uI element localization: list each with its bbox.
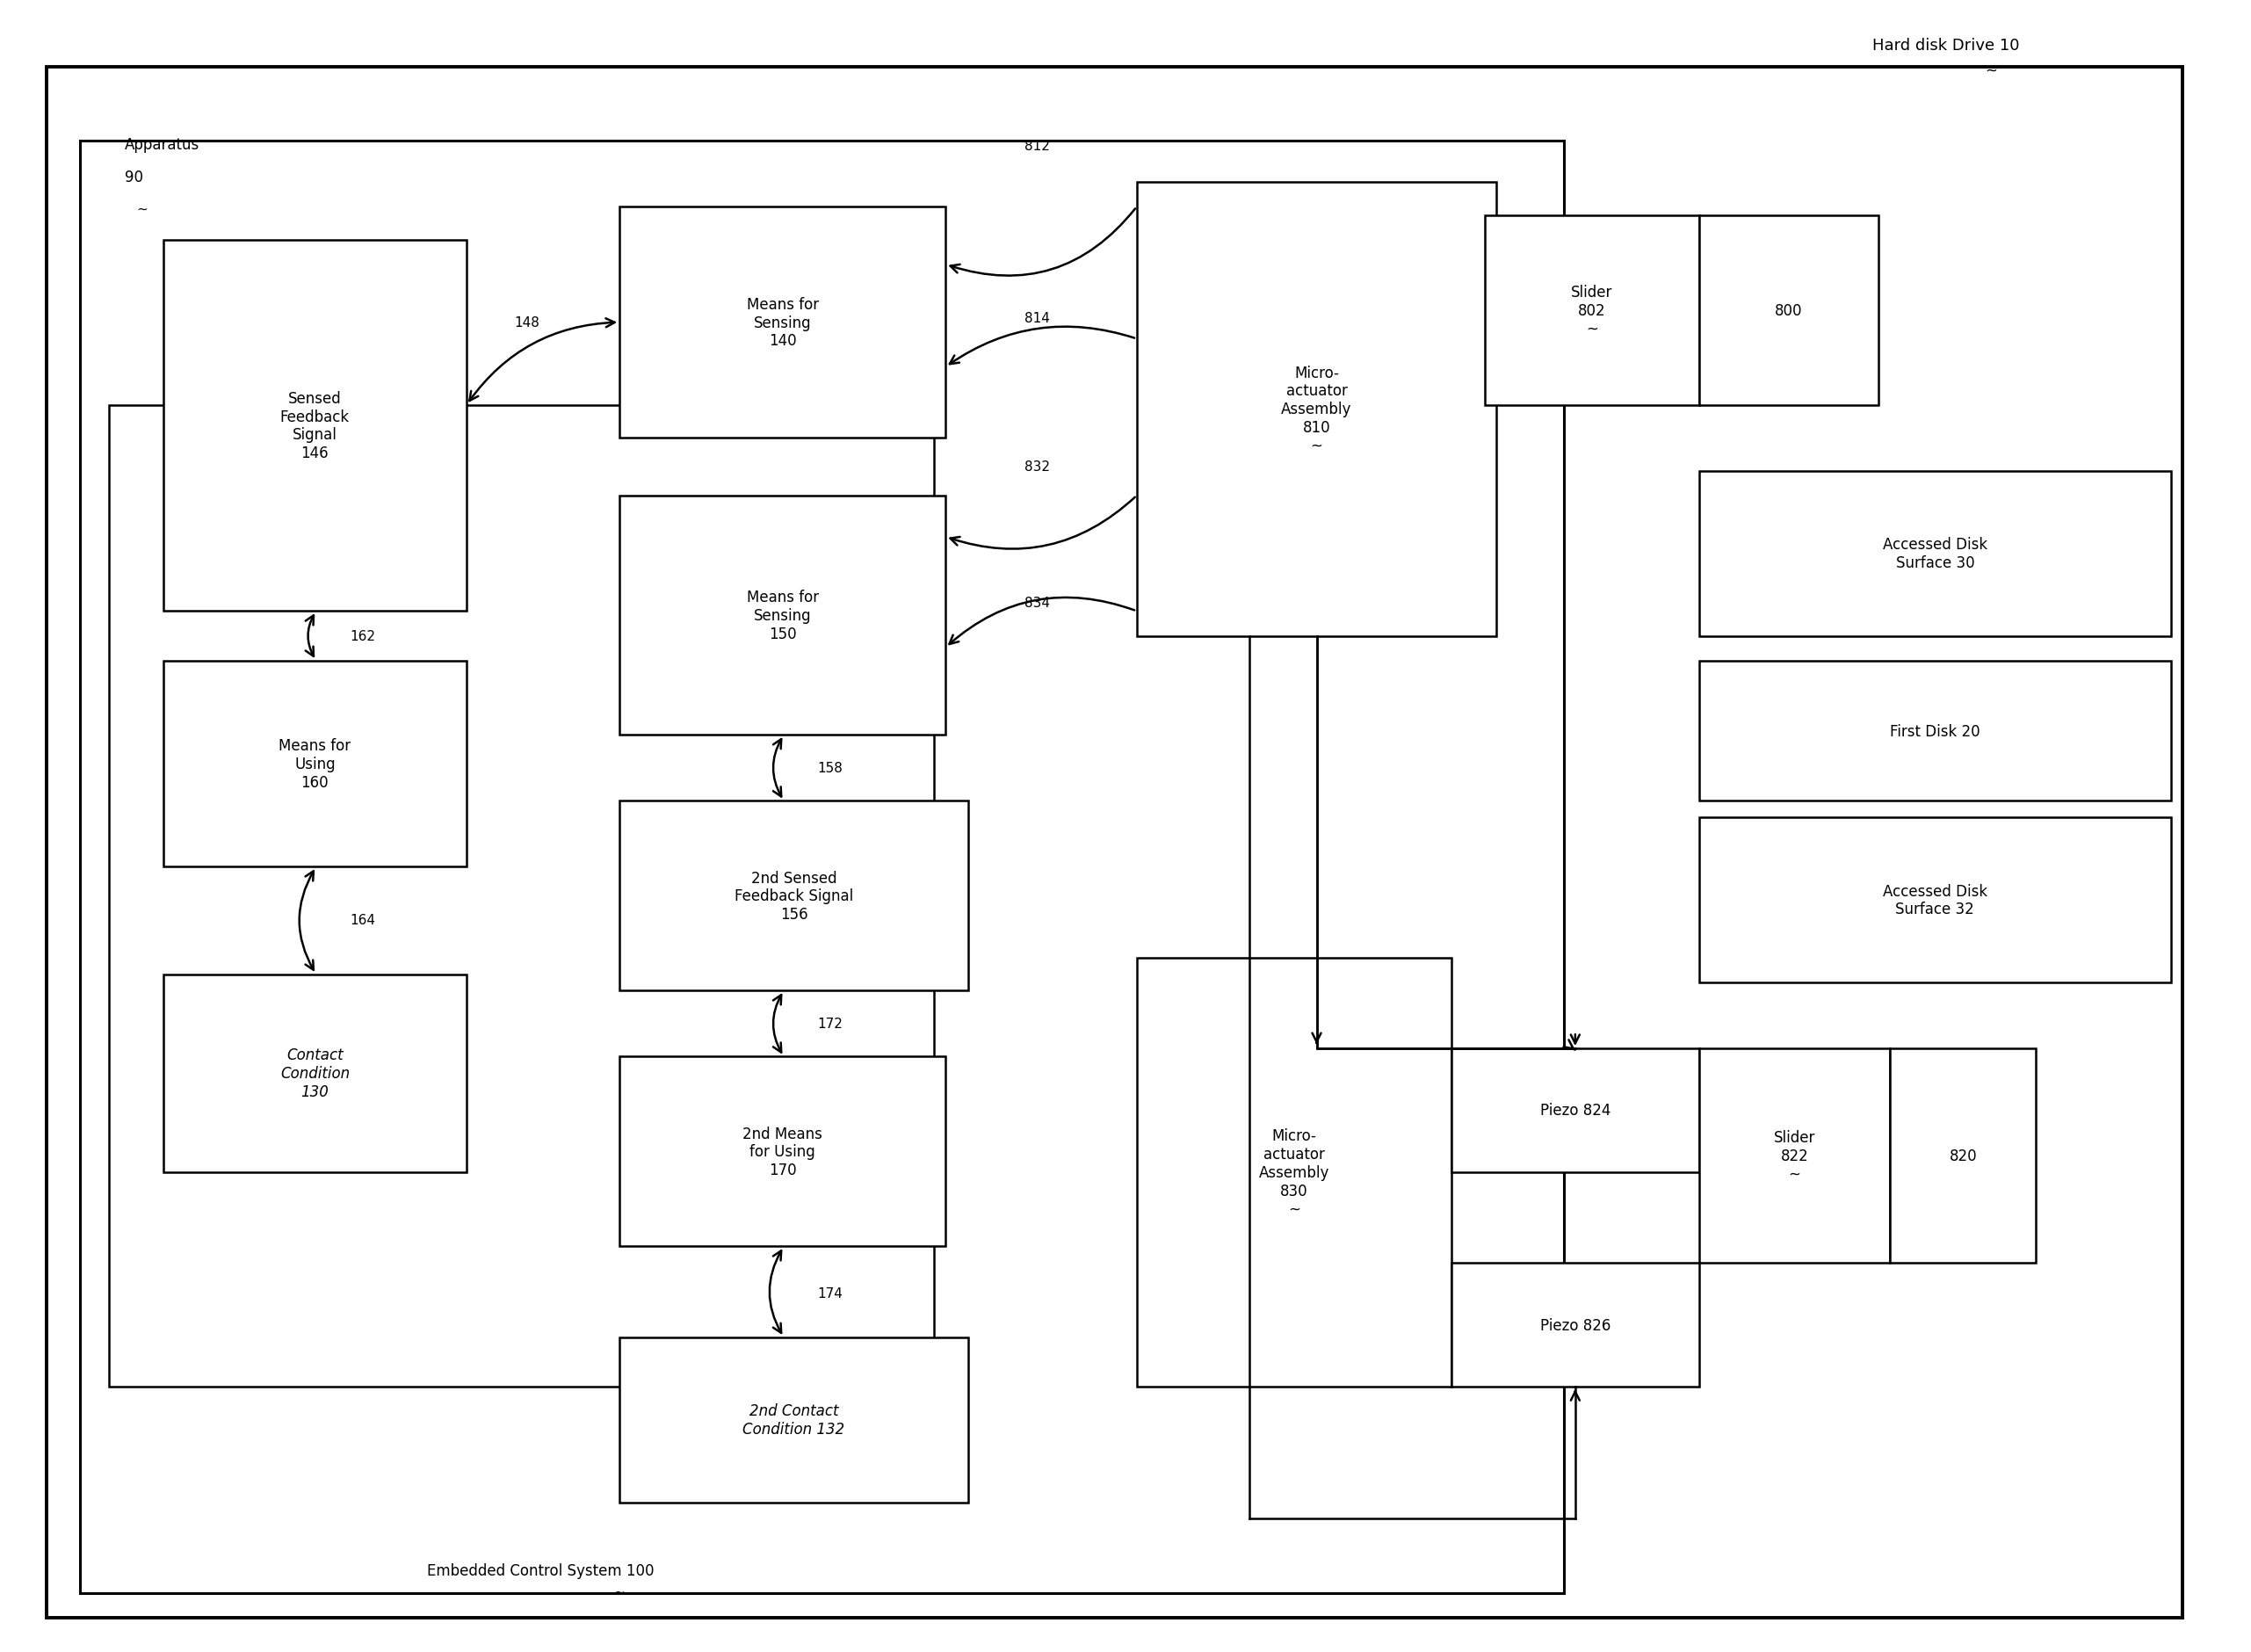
Bar [619,801,968,991]
Text: Embedded Control System 100: Embedded Control System 100 [428,1563,655,1578]
Text: Slider
802
~: Slider 802 ~ [1571,284,1614,337]
Text: ~: ~ [1985,63,1997,78]
Bar [108,405,934,1386]
Bar [1891,1049,2037,1264]
Text: Contact
Condition
130: Contact Condition 130 [279,1047,349,1100]
Bar [162,661,466,867]
Bar [1700,661,2170,801]
Text: 800: 800 [1776,302,1803,319]
Text: 820: 820 [1949,1148,1976,1163]
Text: First Disk 20: First Disk 20 [1891,724,1981,738]
Bar [619,1338,968,1502]
Text: Accessed Disk
Surface 30: Accessed Disk Surface 30 [1882,537,1988,572]
Text: Micro-
actuator
Assembly
810
~: Micro- actuator Assembly 810 ~ [1281,365,1353,454]
Text: 2nd Means
for Using
170: 2nd Means for Using 170 [743,1125,822,1178]
Bar [1452,1049,1700,1173]
Text: 162: 162 [349,629,376,643]
Bar [162,975,466,1173]
Text: ~: ~ [135,203,146,216]
Bar [619,1057,945,1247]
Text: 174: 174 [817,1287,842,1300]
Bar [1700,818,2170,983]
Text: Piezo 824: Piezo 824 [1540,1102,1609,1118]
Bar [1452,1264,1700,1386]
Bar [619,208,945,438]
Text: Means for
Using
160: Means for Using 160 [279,738,351,790]
Text: Apparatus: Apparatus [124,137,200,152]
Text: 832: 832 [1024,459,1049,472]
Text: Micro-
actuator
Assembly
830
~: Micro- actuator Assembly 830 ~ [1258,1128,1330,1218]
Bar [1700,1049,1891,1264]
Text: 148: 148 [513,316,540,329]
Bar [619,496,945,735]
Bar [1137,183,1497,636]
Text: Accessed Disk
Surface 32: Accessed Disk Surface 32 [1882,884,1988,917]
Text: Means for
Sensing
140: Means for Sensing 140 [747,297,819,349]
Bar [81,142,1564,1593]
Bar [162,241,466,611]
Text: 812: 812 [1024,140,1049,154]
Text: 172: 172 [817,1018,842,1031]
Text: 158: 158 [817,762,842,775]
Text: 90: 90 [124,170,144,185]
Text: Sensed
Feedback
Signal
146: Sensed Feedback Signal 146 [279,390,349,461]
Text: Slider
822
~: Slider 822 ~ [1774,1130,1814,1183]
Text: 834: 834 [1024,596,1049,610]
Text: Hard disk Drive 10: Hard disk Drive 10 [1873,38,2019,53]
Text: 2nd Sensed
Feedback Signal
156: 2nd Sensed Feedback Signal 156 [734,871,853,922]
Bar [1137,958,1452,1386]
Text: 164: 164 [349,914,376,927]
Bar [1700,216,1880,405]
Text: Piezo 826: Piezo 826 [1540,1317,1609,1333]
Bar [1486,216,1700,405]
Text: 814: 814 [1024,311,1049,324]
Text: Means for
Sensing
150: Means for Sensing 150 [747,590,819,643]
Text: ~: ~ [615,1584,626,1597]
Bar [1700,471,2170,636]
Text: 2nd Contact
Condition 132: 2nd Contact Condition 132 [743,1403,844,1437]
